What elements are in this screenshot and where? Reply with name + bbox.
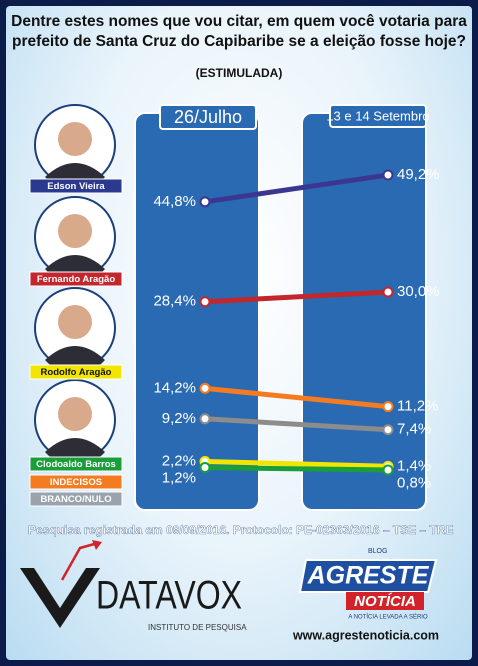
portrait-head	[58, 305, 92, 339]
agreste-badge	[298, 559, 438, 593]
value-label: 49,2%	[397, 166, 440, 183]
value-label: 7,4%	[397, 421, 431, 438]
endpoint	[199, 196, 211, 208]
endpoint	[199, 382, 211, 394]
value-label: 9,2%	[162, 410, 196, 427]
datavox-sub: INSTITUTO DE PESQUISA	[148, 623, 247, 632]
legend-label: Edson Vieira	[47, 181, 105, 192]
endpoint	[382, 286, 394, 298]
slope-line	[204, 385, 389, 410]
endpoint	[199, 462, 211, 474]
legend-label: Fernando Aragão	[37, 274, 115, 285]
legend-tag	[29, 364, 123, 380]
legend-label: BRANCO/NULO	[40, 494, 111, 505]
endpoint	[382, 464, 394, 476]
legend-tag	[29, 491, 123, 507]
endpoint	[199, 296, 211, 308]
legend-tag	[29, 474, 123, 490]
noticia-badge	[346, 592, 424, 610]
footnote: Pesquisa registrada em 09/09/2016. Proto…	[28, 523, 454, 537]
value-label: 0,8%	[397, 474, 431, 491]
portrait-head	[58, 397, 92, 431]
portrait-head	[58, 122, 92, 156]
value-label: 2,2%	[162, 452, 196, 469]
panel	[134, 112, 260, 511]
slope-line	[204, 289, 389, 305]
legend-label: Rodolfo Aragão	[41, 367, 112, 378]
slope-line	[204, 172, 389, 205]
column-header-box	[159, 104, 257, 130]
url: www.agrestenoticia.com	[292, 628, 439, 642]
legend-tag	[29, 271, 123, 287]
arrow	[60, 541, 99, 581]
value-label: 11,2%	[397, 398, 438, 415]
datavox-text: DATAVOX	[96, 574, 242, 618]
legend-tag	[29, 178, 123, 194]
value-label: 28,4%	[153, 293, 196, 310]
legend-label: INDECISOS	[50, 477, 102, 488]
arrow-head	[92, 540, 102, 550]
endpoint	[382, 424, 394, 436]
datavox-logo	[20, 568, 100, 628]
endpoint	[199, 413, 211, 425]
chart-subtitle: (ESTIMULADA)	[195, 66, 283, 80]
slope-line	[204, 465, 389, 473]
slope-line	[204, 458, 389, 469]
column-header-box	[329, 104, 427, 128]
slope-line	[204, 416, 389, 433]
value-label: 1,4%	[397, 457, 431, 474]
value-label: 30,0%	[397, 283, 440, 300]
column-header: 13 e 14 Setembro	[326, 108, 429, 123]
endpoint	[382, 169, 394, 181]
legend-tag	[29, 456, 123, 472]
value-label: 14,2%	[153, 379, 196, 396]
blog-label: BLOG	[368, 548, 387, 555]
chart-title: Dentre estes nomes que vou citar, em que…	[11, 13, 467, 50]
column-header: 26/Julho	[174, 107, 242, 127]
agreste-text: AGRESTE	[307, 562, 430, 590]
legend-label: Clodoaldo Barros	[36, 459, 116, 470]
value-label: 44,8%	[153, 193, 196, 210]
portrait-head	[58, 214, 92, 248]
value-label: 1,2%	[162, 469, 196, 486]
endpoint	[382, 401, 394, 413]
slogan: A NOTÍCIA LEVADA A SÉRIO	[348, 614, 428, 621]
noticia-text: NOTÍCIA	[354, 593, 416, 610]
